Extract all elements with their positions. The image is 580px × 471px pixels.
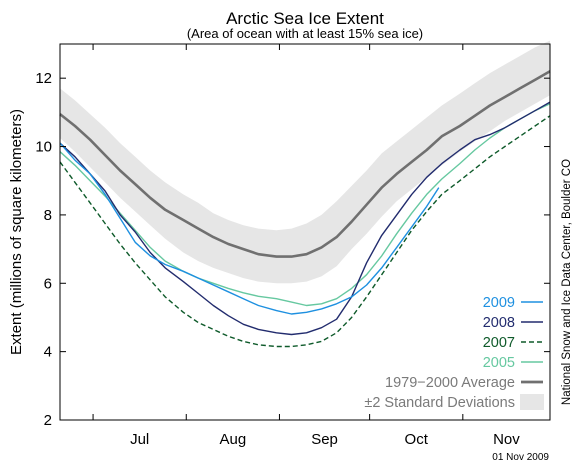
plot-area xyxy=(59,40,551,348)
std-dev-band xyxy=(60,40,550,284)
x-tick-label: Nov xyxy=(493,431,520,448)
series-line-1979-2000-average xyxy=(59,70,551,258)
credit-text: National Snow and Ice Data Center, Bould… xyxy=(561,159,573,405)
y-tick-label: 4 xyxy=(44,344,52,361)
plot-frame xyxy=(59,43,551,421)
series-line-2005 xyxy=(59,103,551,307)
x-tick-label: Sep xyxy=(311,431,338,448)
y-tick-label: 8 xyxy=(44,207,52,224)
legend-label-2005: 2005 xyxy=(483,355,515,371)
x-tick-label: Aug xyxy=(220,431,247,448)
legend-label-1979-2000-average: 1979−2000 Average xyxy=(385,375,515,391)
legend: 2009 2008 2007 2005 1979−2000 Average ±2 Stan… xyxy=(364,295,544,411)
chart-title: Arctic Sea Ice Extent xyxy=(226,9,384,28)
series-line-2007 xyxy=(59,115,551,348)
axes: 2 4 6 8 10 12 Jul Aug Sep Oct Nov xyxy=(35,44,550,448)
series-line-2009 xyxy=(59,142,440,315)
legend-label-2007: 2007 xyxy=(483,335,515,351)
date-stamp: 01 Nov 2009 xyxy=(492,452,549,463)
chart-subtitle: (Area of ocean with at least 15% sea ice… xyxy=(187,26,423,41)
legend-label-2008: 2008 xyxy=(483,315,515,331)
y-tick-label: 12 xyxy=(35,70,52,87)
legend-label--2-standard-deviations: ±2 Standard Deviations xyxy=(364,395,515,411)
y-tick-label: 2 xyxy=(44,412,52,429)
x-tick-label: Jul xyxy=(130,431,149,448)
y-tick-label: 6 xyxy=(44,275,52,292)
y-axis-label: Extent (millions of square kilometers) xyxy=(8,109,25,355)
x-tick-label: Oct xyxy=(405,431,429,448)
y-tick-label: 10 xyxy=(35,139,52,156)
legend-swatch--2-standard-deviations xyxy=(520,394,544,410)
series-line-2008 xyxy=(59,101,551,336)
legend-label-2009: 2009 xyxy=(483,295,515,311)
